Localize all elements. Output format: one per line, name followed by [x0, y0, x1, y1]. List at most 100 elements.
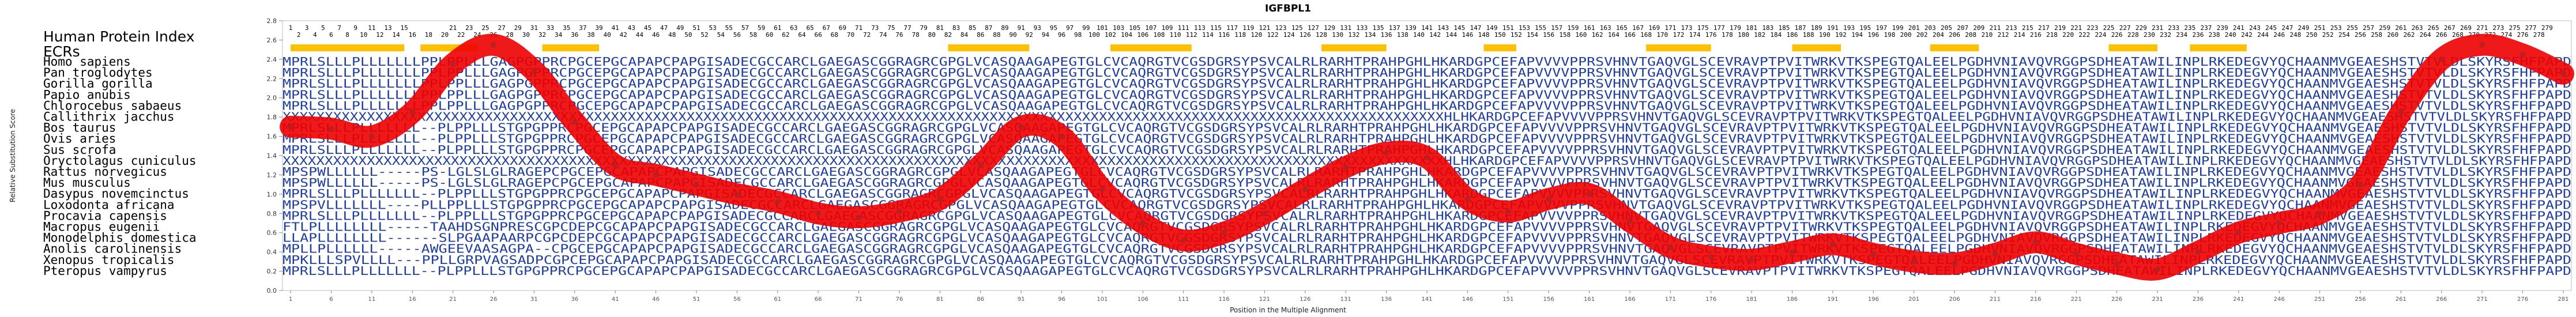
x-tick-label: 181	[1746, 296, 1757, 303]
position-label: 105	[1129, 24, 1140, 32]
y-tick-label: 2.6	[267, 36, 277, 44]
y-tick-label: 2.0	[267, 95, 277, 102]
x-tick-label: 151	[1502, 296, 1513, 303]
x-tick-label: 16	[409, 296, 416, 303]
data-point	[774, 199, 781, 205]
position-label: 172	[1673, 31, 1684, 39]
position-label: 9	[353, 24, 357, 32]
position-label: 277	[2525, 24, 2537, 32]
x-tick-label: 246	[2274, 296, 2285, 303]
x-axis: 1 6 11 16 21 26 31 36 41 46 51 56 61 66 71 76 81 86 91 96 10…	[289, 290, 2569, 303]
position-label: 2	[297, 31, 301, 39]
x-tick-label: 141	[1421, 296, 1432, 303]
position-label: 224	[2095, 31, 2107, 39]
data-point	[693, 182, 699, 188]
sequence-row: MPRLSLLLPLLLLLLLPPLPPLLLGAGPGPPRCPGCEPGC…	[283, 77, 2571, 90]
position-label: 51	[692, 24, 700, 32]
x-tick-label: 251	[2314, 296, 2325, 303]
position-label: 32	[538, 31, 546, 39]
position-label: 214	[2014, 31, 2025, 39]
data-point	[1180, 237, 1187, 244]
position-label: 21	[449, 24, 457, 32]
data-point	[571, 119, 578, 125]
position-label: 261	[2395, 24, 2406, 32]
data-point	[2317, 210, 2323, 217]
substitution-score-series	[280, 33, 2574, 281]
position-label: 254	[2338, 31, 2350, 39]
position-label: 116	[1218, 31, 1230, 39]
position-label: 182	[1754, 31, 1765, 39]
data-point	[2357, 182, 2363, 188]
position-label: 226	[2111, 31, 2123, 39]
position-label: 207	[1957, 24, 1968, 32]
x-tick-label: 21	[449, 296, 457, 303]
data-point	[1667, 244, 1674, 250]
position-label: 258	[2371, 31, 2382, 39]
y-tick-label: 0.8	[267, 210, 277, 217]
position-label: 88	[993, 31, 1000, 39]
position-label: 206	[1949, 31, 1960, 39]
position-label: 132	[1348, 31, 1359, 39]
position-label: 34	[555, 31, 563, 39]
position-label: 222	[2078, 31, 2090, 39]
position-label: 78	[912, 31, 919, 39]
position-label: 234	[2176, 31, 2187, 39]
position-label: 251	[2314, 24, 2326, 32]
position-label: 43	[628, 24, 635, 32]
position-label: 152	[1511, 31, 1522, 39]
position-label: 108	[1153, 31, 1165, 39]
y-tick-label: 0.4	[267, 248, 277, 256]
species-label: Pan troglodytes	[43, 66, 153, 80]
y-axis: 0.0 0.2 0.4 0.6 0.8 1.0 1.2 1.4 1.6 1.8 2.0 2.2 2.4 2…	[267, 17, 283, 295]
data-point	[2560, 70, 2566, 77]
data-point	[856, 214, 862, 220]
position-label: 7	[337, 24, 341, 32]
x-tick-label: 56	[733, 296, 741, 303]
position-label: 173	[1681, 24, 1693, 32]
position-label: 193	[1843, 24, 1855, 32]
position-label: 237	[2201, 24, 2212, 32]
position-label: 232	[2160, 31, 2171, 39]
sequence-row: FTLPLLLLLLLL-----TAAHDSGNPRESCGPCDEPCGCA…	[283, 220, 2571, 234]
position-label: 1	[289, 24, 293, 32]
data-point	[2519, 51, 2526, 58]
x-tick-label: 11	[368, 296, 375, 303]
position-label: 247	[2281, 24, 2293, 32]
x-tick-label: 176	[1705, 296, 1716, 303]
position-label: 119	[1242, 24, 1254, 32]
position-label: 73	[871, 24, 879, 32]
position-label: 35	[563, 24, 570, 32]
position-label: 96	[1058, 31, 1065, 39]
position-label: 209	[1973, 24, 1984, 32]
position-label: 48	[668, 31, 676, 39]
position-label: 199	[1892, 24, 1904, 32]
x-tick-label: 26	[490, 296, 498, 303]
position-label: 262	[2404, 31, 2415, 39]
sequence-row: MPRLSLLLPLLLLLLL--PLPPLLLSTGPGPPRCPGCEPG…	[283, 209, 2571, 222]
x-tick-label: 161	[1584, 296, 1595, 303]
x-tick-label: 191	[1827, 296, 1838, 303]
position-label: 161	[1584, 24, 1595, 32]
position-label: 189	[1811, 24, 1822, 32]
position-label: 86	[977, 31, 984, 39]
position-label: 181	[1746, 24, 1757, 32]
position-label: 89	[1001, 24, 1008, 32]
position-label: 186	[1787, 31, 1798, 39]
position-label: 62	[782, 31, 789, 39]
position-label: 67	[823, 24, 830, 32]
position-label: 83	[952, 24, 960, 32]
x-tick-label: 71	[855, 296, 863, 303]
position-label: 72	[863, 31, 871, 39]
position-label: 130	[1332, 31, 1343, 39]
x-tick-label: 81	[936, 296, 944, 303]
x-tick-label: 211	[1990, 296, 2001, 303]
position-label: 230	[2144, 31, 2155, 39]
position-label: 41	[612, 24, 619, 32]
species-label: Rattus norvegicus	[43, 165, 167, 179]
position-label: 163	[1600, 24, 1611, 32]
position-label: 153	[1519, 24, 1530, 32]
position-label: 112	[1186, 31, 1197, 39]
ecr-bar	[291, 44, 405, 51]
position-label: 278	[2533, 31, 2545, 39]
